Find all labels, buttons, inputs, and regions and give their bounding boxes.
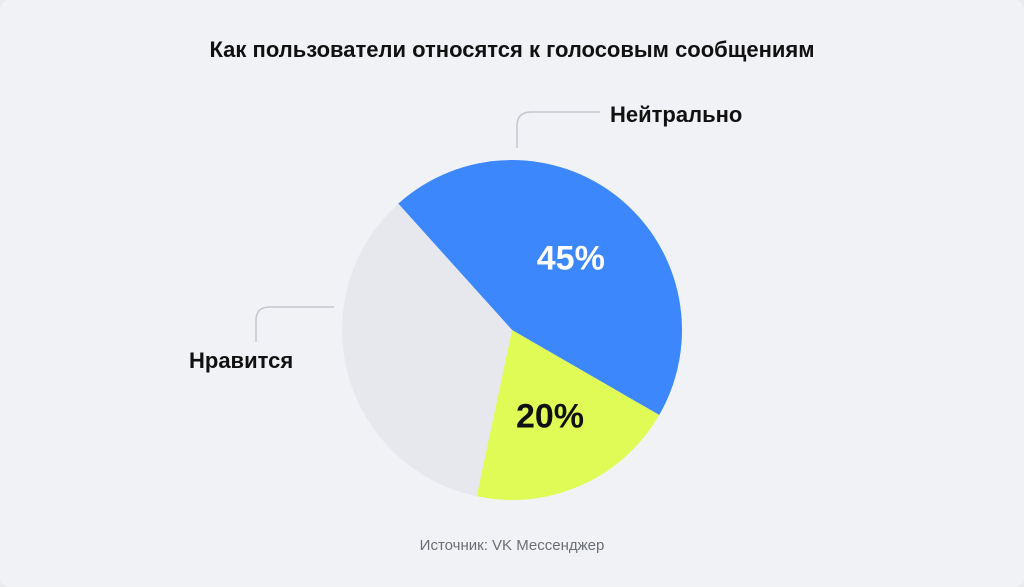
slice-value-label-like: 20% — [516, 397, 584, 435]
pie-slice-other — [342, 203, 512, 497]
callout-label-like: Нравится — [189, 348, 293, 373]
pie-slice-neutral — [398, 160, 682, 415]
slice-value-label-neutral: 45% — [537, 239, 605, 277]
chart-title: Как пользователи относятся к голосовым с… — [209, 37, 815, 62]
pie-slice-like — [476, 330, 660, 501]
callout-connector-like — [255, 306, 334, 342]
source-note: Источник: VK Мессенджер — [419, 537, 605, 554]
callout-label-neutral: Нейтрально — [610, 102, 742, 127]
callout-connector-neutral — [516, 111, 600, 148]
